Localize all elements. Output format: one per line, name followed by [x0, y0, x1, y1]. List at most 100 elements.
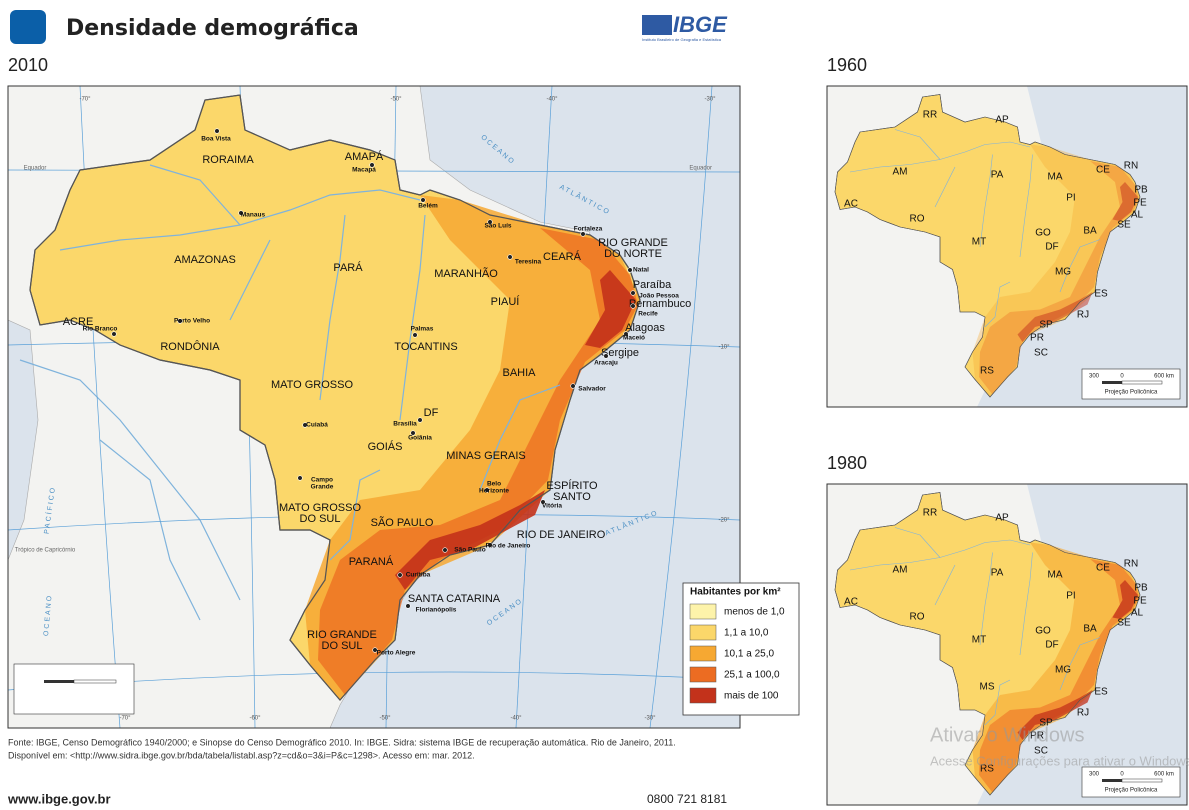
- state-label: TOCANTINS: [394, 341, 457, 353]
- state-abbrev: AL: [1131, 210, 1144, 221]
- state-abbrev: PA: [991, 568, 1004, 579]
- inset-scale-bar: [1121, 380, 1163, 385]
- source-line: Fonte: IBGE, Censo Demográfico 1940/2000…: [8, 737, 676, 747]
- place-label: Equador: [689, 166, 712, 172]
- header-icon: [10, 10, 46, 44]
- city-dot: [214, 128, 220, 134]
- state-abbrev: PA: [991, 170, 1004, 181]
- state-label: Sergipe: [601, 347, 639, 359]
- state-abbrev: PI: [1066, 193, 1075, 204]
- state-abbrev: MS: [980, 682, 995, 693]
- city-label: Recife: [638, 311, 658, 318]
- state-label: DO SUL: [322, 640, 363, 652]
- state-abbrev: BA: [1083, 226, 1097, 237]
- city-dot: [420, 197, 426, 203]
- city-label: Manaus: [241, 212, 266, 219]
- state-abbrev: AC: [844, 597, 858, 608]
- state-abbrev: AL: [1131, 608, 1144, 619]
- city-label: Maceió: [623, 335, 645, 342]
- state-abbrev: PI: [1066, 591, 1075, 602]
- city-label: Salvador: [578, 386, 606, 393]
- state-label: MATO GROSSO: [279, 502, 362, 514]
- state-label: MARANHÃO: [434, 267, 498, 280]
- inset-year: 1980: [827, 453, 867, 473]
- city-dot: [412, 332, 418, 338]
- scale-label: 300: [1089, 374, 1100, 380]
- state-abbrev: SC: [1034, 746, 1048, 757]
- graticule-label: -40°: [510, 716, 522, 722]
- state-abbrev: GO: [1035, 626, 1051, 637]
- state-abbrev: AP: [995, 115, 1009, 126]
- city-label: São Paulo: [454, 547, 485, 554]
- city-dot: [297, 475, 303, 481]
- city-dot: [623, 331, 629, 337]
- state-abbrev: RS: [980, 366, 994, 377]
- map-year: 2010: [8, 55, 48, 75]
- projection-label: Projeção Policônica: [1105, 788, 1158, 794]
- city-label: Natal: [633, 267, 649, 274]
- city-dot: [484, 487, 490, 493]
- state-abbrev: SP: [1039, 320, 1053, 331]
- watermark: Acesse Configurações para ativar o Windo…: [930, 753, 1189, 768]
- city-dot: [410, 430, 416, 436]
- state-label: SÃO PAULO: [371, 516, 434, 529]
- scale-box: [13, 663, 135, 715]
- state-abbrev: MG: [1055, 665, 1071, 676]
- state-abbrev: PE: [1133, 198, 1147, 209]
- legend-label: mais de 100: [724, 691, 779, 702]
- city-dot: [405, 603, 411, 609]
- state-abbrev: RO: [910, 214, 925, 225]
- city-label: Curitiba: [406, 572, 431, 579]
- inset-scale-bar: [1121, 778, 1163, 783]
- city-dot: [111, 331, 117, 337]
- state-label: ESPÍRITO: [546, 479, 598, 492]
- state-label: PARÁ: [333, 261, 363, 274]
- state-label: DO SUL: [300, 513, 341, 525]
- city-dot: [397, 572, 403, 578]
- state-label: RONDÔNIA: [160, 340, 220, 353]
- inset-scale-box: [1081, 368, 1181, 400]
- state-abbrev: GO: [1035, 228, 1051, 239]
- footer-url: www.ibge.gov.br: [7, 791, 111, 806]
- graticule-label: -50°: [379, 716, 391, 722]
- graticule-label: -50°: [390, 97, 402, 103]
- state-label: BAHIA: [502, 367, 536, 379]
- state-abbrev: PE: [1133, 596, 1147, 607]
- city-dot: [442, 547, 448, 553]
- logo-text: IBGE: [673, 12, 728, 37]
- state-label: Alagoas: [625, 322, 665, 334]
- city-label: Belém: [418, 203, 438, 210]
- projection-label: Projeção Policônica: [1105, 390, 1158, 396]
- city-label: Teresina: [515, 259, 542, 266]
- inset-scale-bar: [1102, 381, 1122, 384]
- city-dot: [417, 417, 423, 423]
- inset-map: [827, 484, 1187, 805]
- city-dot: [580, 231, 586, 237]
- state-abbrev: RN: [1124, 559, 1138, 570]
- city-label: Cuiabá: [306, 422, 328, 429]
- state-abbrev: ES: [1094, 289, 1108, 300]
- watermark: Ativar o Windows: [930, 724, 1085, 746]
- state-label: RORAIMA: [202, 154, 254, 166]
- legend-label: menos de 1,0: [724, 607, 785, 618]
- main-map: [8, 86, 740, 728]
- city-label: Florianópolis: [416, 607, 457, 614]
- scale-label: 600 km: [1154, 772, 1174, 778]
- city-label: Rio Branco: [83, 326, 118, 333]
- scale-label: 300: [1089, 772, 1100, 778]
- graticule-label: -30°: [644, 716, 656, 722]
- state-label: MINAS GERAIS: [446, 450, 525, 462]
- graticule-label: -20°: [718, 518, 730, 524]
- graticule-label: -60°: [249, 716, 261, 722]
- legend-swatch: [689, 603, 717, 620]
- state-abbrev: MG: [1055, 267, 1071, 278]
- state-label: Paraíba: [633, 279, 672, 291]
- state-abbrev: PB: [1134, 583, 1148, 594]
- state-abbrev: SC: [1034, 348, 1048, 359]
- state-abbrev: RN: [1124, 161, 1138, 172]
- inset-scale-bar: [1102, 779, 1122, 782]
- legend-swatch: [689, 645, 717, 662]
- legend: Habitantes por km² menos de 1,0 1,1 a 10,…: [682, 582, 800, 716]
- city-label: Grande: [311, 484, 334, 491]
- page-title: Densidade demográfica: [66, 16, 359, 41]
